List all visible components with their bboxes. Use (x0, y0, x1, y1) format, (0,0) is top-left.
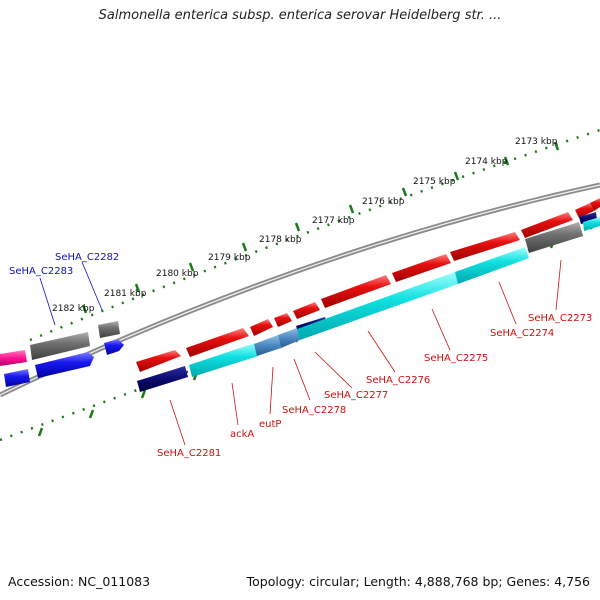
gene-feature (293, 302, 320, 319)
ruler-label: 2176 kbp (362, 197, 405, 207)
left-genes[interactable] (0, 321, 124, 387)
ruler-label: 2179 kbp (208, 253, 251, 263)
ruler-major-ticks (81, 141, 560, 314)
gene-label: SeHA_C2273 (528, 313, 592, 324)
gene-feature (189, 343, 258, 377)
gene-labels: SeHA_C2282 SeHA_C2283 SeHA_C2281 ackA eu… (9, 252, 592, 459)
gene-feature (254, 335, 281, 356)
gene-feature (0, 350, 27, 366)
gene-feature (278, 328, 300, 348)
gene-feature (250, 319, 273, 336)
ruler-label: 2178 kbp (259, 235, 302, 245)
gene-label: ackA (230, 429, 254, 440)
gene-label: SeHA_C2281 (157, 448, 221, 459)
gene-label: SeHA_C2283 (9, 266, 73, 277)
gene-feature (136, 350, 181, 372)
gene-feature (104, 339, 124, 355)
gene-label: SeHA_C2282 (55, 252, 119, 263)
gene-label: SeHA_C2276 (366, 375, 430, 386)
gene-feature (450, 232, 520, 261)
ruler-label: 2181 kbp (104, 289, 147, 299)
genome-summary-text: Topology: circular; Length: 4,888,768 bp… (246, 574, 590, 589)
gene-feature (137, 366, 188, 392)
gene-feature (590, 198, 600, 211)
gene-feature (30, 332, 90, 360)
ruler-labels: 2173 kbp 2174 kbp 2175 kbp 2176 kbp 2177… (52, 137, 558, 314)
gene-feature (297, 272, 458, 340)
gene-feature (98, 321, 120, 338)
gene-label: SeHA_C2274 (490, 328, 554, 339)
gene-feature (521, 212, 573, 238)
gene-label: eutP (259, 419, 281, 430)
gene-feature (583, 217, 600, 231)
ruler-label: 2173 kbp (515, 137, 558, 147)
outer-ruler (29, 128, 600, 342)
gene-feature (525, 222, 583, 253)
ruler-label: 2182 kbp (52, 304, 95, 314)
forward-genes[interactable] (136, 198, 600, 372)
gene-feature (321, 275, 391, 308)
gene-label: SeHA_C2275 (424, 353, 488, 364)
gene-feature (4, 369, 30, 387)
gene-feature (186, 328, 249, 357)
ruler-label: 2177 kbp (312, 216, 355, 226)
gene-feature (455, 247, 529, 284)
reverse-genes[interactable] (137, 212, 600, 392)
gene-feature (35, 352, 94, 378)
gene-label: SeHA_C2277 (324, 390, 388, 401)
label-leaders (39, 259, 562, 446)
accession-text: Accession: NC_011083 (8, 574, 151, 589)
gene-label: SeHA_C2278 (282, 405, 346, 416)
map-title: Salmonella enterica subsp. enterica sero… (98, 8, 502, 23)
ruler-label: 2175 kbp (413, 177, 456, 187)
gene-feature (274, 313, 292, 327)
ruler-label: 2180 kbp (156, 269, 199, 279)
gene-feature (575, 203, 594, 218)
ruler-label: 2174 kbp (465, 157, 508, 167)
gene-feature (392, 254, 451, 282)
